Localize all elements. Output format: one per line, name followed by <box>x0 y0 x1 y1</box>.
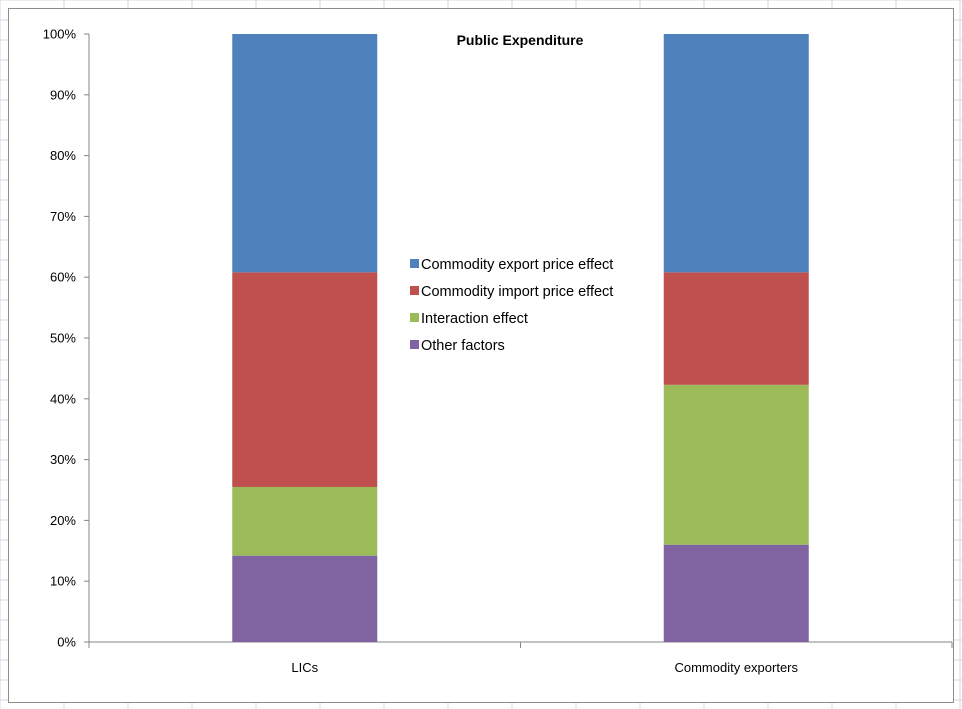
bar-segment-interaction-effect[interactable] <box>232 486 378 556</box>
legend-swatch <box>410 340 419 349</box>
legend-label: Interaction effect <box>421 311 528 327</box>
legend-swatch <box>410 259 419 268</box>
chart-title: Public Expenditure <box>457 32 584 48</box>
x-tick-label: Commodity exporters <box>674 660 798 675</box>
bar-segment-commodity-export-price-effect[interactable] <box>663 34 809 273</box>
y-tick-label: 10% <box>50 574 76 589</box>
x-tick-label: LICs <box>291 660 318 675</box>
bar-segment-interaction-effect[interactable] <box>663 384 809 545</box>
bars <box>232 34 809 642</box>
y-tick-label: 0% <box>57 635 76 650</box>
bar-segment-commodity-import-price-effect[interactable] <box>232 272 378 487</box>
bar-segment-other-factors[interactable] <box>232 555 378 642</box>
legend-label: Other factors <box>421 338 505 354</box>
y-tick-label: 100% <box>43 27 77 42</box>
y-tick-label: 30% <box>50 452 76 467</box>
y-tick-label: 80% <box>50 148 76 163</box>
legend-label: Commodity export price effect <box>421 257 613 273</box>
y-tick-label: 50% <box>50 331 76 346</box>
y-tick-label: 90% <box>50 87 76 102</box>
y-tick-label: 60% <box>50 270 76 285</box>
legend: Commodity export price effect Commodity i… <box>410 257 613 354</box>
bar-segment-other-factors[interactable] <box>663 544 809 642</box>
bar-segment-commodity-export-price-effect[interactable] <box>232 34 378 273</box>
legend-swatch <box>410 286 419 295</box>
y-tick-label: 40% <box>50 391 76 406</box>
legend-label: Commodity import price effect <box>421 284 613 300</box>
bar-segment-commodity-import-price-effect[interactable] <box>663 272 809 385</box>
y-tick-label: 70% <box>50 209 76 224</box>
y-tick-label: 20% <box>50 513 76 528</box>
legend-swatch <box>410 313 419 322</box>
